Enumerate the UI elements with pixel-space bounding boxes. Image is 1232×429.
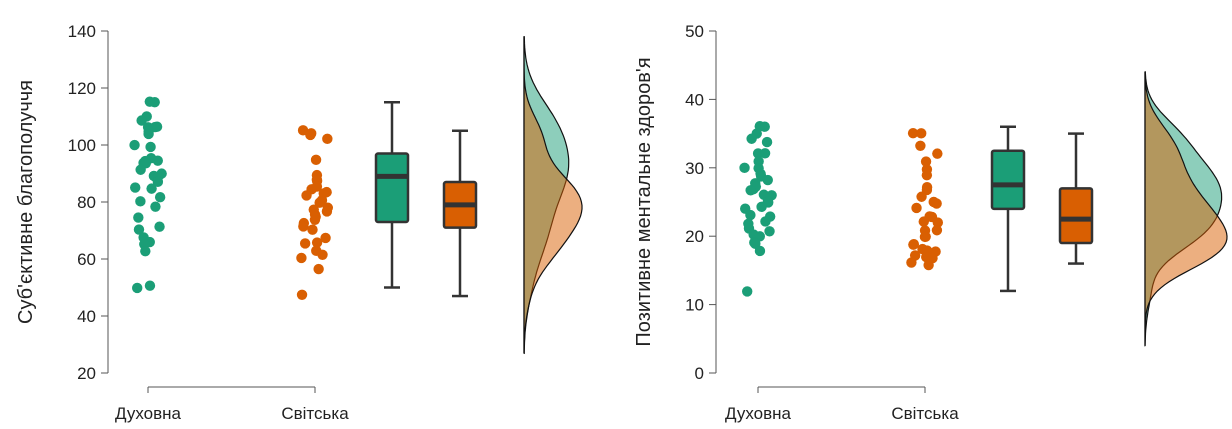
y-axis-label: Суб'єктивне благополуччя: [15, 80, 37, 324]
data-point: [739, 162, 750, 174]
data-point: [136, 115, 147, 126]
data-point: [920, 156, 932, 167]
y-tick-label: 140: [68, 22, 96, 41]
y-tick-label: 0: [695, 364, 704, 383]
data-point: [144, 280, 156, 291]
data-point: [299, 238, 311, 249]
data-point: [140, 245, 151, 257]
y-tick-label: 40: [685, 90, 704, 109]
data-point: [923, 259, 934, 271]
box-iqr: [374, 152, 410, 224]
data-point: [296, 252, 307, 264]
data-point: [307, 224, 318, 235]
data-point: [919, 231, 931, 243]
data-point: [321, 206, 333, 217]
y-tick-label: 20: [77, 364, 96, 383]
y-tick-label: 100: [68, 136, 96, 155]
data-point: [317, 249, 328, 261]
y-tick-label: 20: [685, 227, 704, 246]
data-point: [918, 216, 929, 227]
data-point: [931, 225, 943, 236]
data-point: [915, 140, 926, 151]
data-point: [305, 129, 316, 141]
data-point: [144, 96, 156, 107]
x-tick-label: Духовна: [115, 404, 182, 423]
data-point: [132, 282, 143, 294]
data-point: [761, 136, 773, 148]
data-point: [314, 197, 325, 208]
data-point: [154, 192, 166, 203]
x-tick-label: Духовна: [725, 404, 792, 423]
chart-2: 0 10 20 30 40 50 Позитивне ментальне здоров'я Д…: [633, 22, 1228, 423]
data-point: [311, 237, 323, 248]
data-point: [745, 209, 756, 221]
data-point: [135, 164, 146, 175]
y-tick-label: 10: [685, 296, 704, 315]
data-point: [762, 174, 773, 186]
x-tick-label: Світська: [281, 404, 349, 423]
data-point: [296, 289, 308, 300]
y-tick-label: 50: [685, 22, 704, 41]
data-point: [754, 245, 766, 257]
data-point: [746, 133, 757, 144]
data-point: [906, 257, 917, 268]
data-point: [752, 148, 764, 159]
data-point: [130, 182, 141, 193]
data-point: [135, 196, 146, 207]
data-point: [129, 139, 140, 151]
x-tick-label: Світська: [891, 404, 959, 423]
data-point: [908, 239, 919, 250]
data-point: [764, 226, 775, 237]
density-cloud: [1144, 71, 1228, 346]
data-point: [133, 224, 145, 235]
data-point: [152, 155, 163, 166]
y-tick-label: 40: [77, 307, 96, 326]
data-point: [301, 190, 312, 201]
data-point: [150, 201, 161, 212]
data-point: [932, 148, 943, 159]
data-point: [146, 183, 157, 194]
y-axis-label: Позитивне ментальне здоров'я: [633, 57, 655, 346]
data-point: [152, 176, 164, 188]
data-point: [154, 221, 165, 232]
data-point: [756, 201, 767, 213]
data-point: [298, 221, 309, 232]
y-tick-label: 80: [77, 193, 96, 212]
data-point: [309, 214, 321, 225]
data-point: [320, 232, 331, 244]
box-iqr: [1058, 187, 1094, 245]
data-point: [921, 169, 933, 181]
data-point: [916, 191, 927, 202]
density-cloud: [523, 36, 583, 355]
y-tick-label: 120: [68, 79, 96, 98]
data-point: [143, 128, 154, 140]
chart-1: 20 40 60 80 100 120 140 Суб'єктивне благополучч…: [15, 22, 583, 423]
data-point: [760, 216, 771, 227]
data-point: [932, 217, 944, 228]
data-point: [911, 202, 922, 214]
box-iqr: [990, 149, 1026, 211]
data-point: [928, 196, 939, 208]
data-point: [915, 128, 927, 139]
y-tick-label: 60: [77, 250, 96, 269]
y-tick-label: 30: [685, 159, 704, 178]
data-point: [313, 263, 324, 275]
data-point: [310, 154, 322, 166]
data-point: [145, 141, 156, 153]
data-point: [907, 127, 919, 139]
data-point: [745, 185, 756, 196]
data-point: [742, 286, 753, 297]
data-point: [133, 212, 144, 223]
data-point: [322, 133, 333, 145]
